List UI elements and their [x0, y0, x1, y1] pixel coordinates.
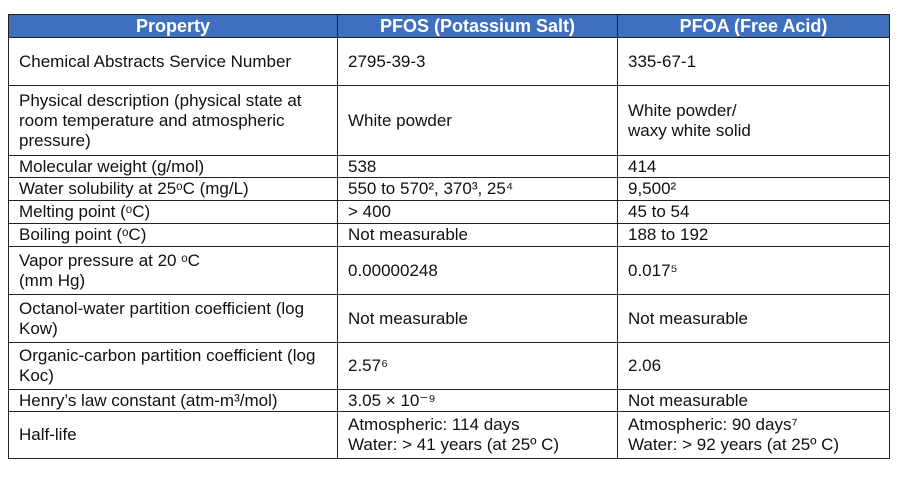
value-cell: White powder — [337, 85, 618, 156]
property-cell: Water solubility at 25ᵒC (mg/L) — [8, 177, 338, 201]
value-cell: 2795-39-3 — [337, 37, 618, 86]
table-row: Half-life Atmospheric: 114 days Water: > … — [8, 411, 890, 459]
value-cell: Not measurable — [617, 294, 890, 343]
value-cell: 2.57⁶ — [337, 342, 618, 390]
property-cell: Molecular weight (g/mol) — [8, 155, 338, 178]
value-cell: 538 — [337, 155, 618, 178]
table-row: Physical description (physical state at … — [8, 85, 890, 156]
header-row: Property PFOS (Potassium Salt) PFOA (Free … — [8, 14, 890, 38]
property-cell: Melting point (ᵒC) — [8, 200, 338, 224]
value-cell: Atmospheric: 114 days Water: > 41 years … — [337, 411, 618, 459]
value-cell: 3.05 × 10⁻⁹ — [337, 389, 618, 412]
property-cell: Half-life — [8, 411, 338, 459]
property-cell: Octanol-water partition coefficient (log… — [8, 294, 338, 343]
table-body: Chemical Abstracts Service Number 2795-39… — [8, 37, 890, 459]
table-container: Property PFOS (Potassium Salt) PFOA (Free … — [8, 14, 890, 459]
property-table: Property PFOS (Potassium Salt) PFOA (Free … — [8, 14, 890, 459]
property-cell: Henry’s law constant (atm-m³/mol) — [8, 389, 338, 412]
value-cell: > 400 — [337, 200, 618, 224]
header-cell: Property — [8, 14, 338, 38]
value-cell: Atmospheric: 90 days⁷ Water: > 92 years … — [617, 411, 890, 459]
property-cell: Organic-carbon partition coefficient (lo… — [8, 342, 338, 390]
table-row: Octanol-water partition coefficient (log… — [8, 294, 890, 343]
value-cell: 9,500² — [617, 177, 890, 201]
property-cell: Vapor pressure at 20 ᵒC (mm Hg) — [8, 246, 338, 295]
header-cell: PFOA (Free Acid) — [617, 14, 890, 38]
value-cell: Not measurable — [337, 223, 618, 247]
table-row: Water solubility at 25ᵒC (mg/L) 550 to 57… — [8, 177, 890, 201]
value-cell: White powder/ waxy white solid — [617, 85, 890, 156]
table-row: Boiling point (ᵒC) Not measurable 188 to 1… — [8, 223, 890, 247]
property-cell: Chemical Abstracts Service Number — [8, 37, 338, 86]
table-row: Chemical Abstracts Service Number 2795-39… — [8, 37, 890, 86]
value-cell: 335-67-1 — [617, 37, 890, 86]
value-cell: 45 to 54 — [617, 200, 890, 224]
value-cell: 2.06 — [617, 342, 890, 390]
value-cell: 550 to 570², 370³, 25⁴ — [337, 177, 618, 201]
value-cell: Not measurable — [337, 294, 618, 343]
value-cell: 0.017⁵ — [617, 246, 890, 295]
table-row: Henry’s law constant (atm-m³/mol) 3.05 × … — [8, 389, 890, 412]
table-row: Melting point (ᵒC) > 400 45 to 54 — [8, 200, 890, 224]
value-cell: Not measurable — [617, 389, 890, 412]
value-cell: 0.00000248 — [337, 246, 618, 295]
value-cell: 188 to 192 — [617, 223, 890, 247]
property-cell: Physical description (physical state at … — [8, 85, 338, 156]
value-cell: 414 — [617, 155, 890, 178]
table-row: Molecular weight (g/mol) 538 414 — [8, 155, 890, 178]
header-cell: PFOS (Potassium Salt) — [337, 14, 618, 38]
table-row: Vapor pressure at 20 ᵒC (mm Hg) 0.0000024… — [8, 246, 890, 295]
table-row: Organic-carbon partition coefficient (lo… — [8, 342, 890, 390]
property-cell: Boiling point (ᵒC) — [8, 223, 338, 247]
